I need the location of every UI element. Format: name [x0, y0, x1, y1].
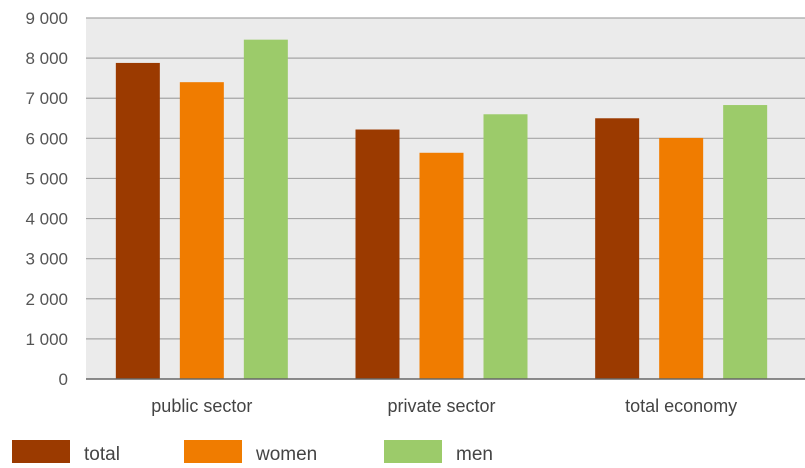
y-axis-ticks: 0 1 000 2 000 3 000 4 000 5 000 6 000 7 000 8 00…	[25, 9, 68, 389]
x-category-label: total economy	[625, 396, 737, 416]
bar-total-private-sector	[355, 129, 400, 379]
bar-total-total-economy	[595, 118, 640, 380]
y-tick-label: 6 000	[25, 129, 68, 148]
bar-women-public-sector	[179, 82, 224, 379]
y-tick-label: 1 000	[25, 330, 68, 349]
legend-swatch-total	[12, 440, 70, 463]
legend-label-women: women	[255, 444, 317, 463]
legend-swatch-women	[184, 440, 242, 463]
x-category-label: private sector	[387, 396, 495, 416]
y-tick-label: 3 000	[25, 250, 68, 269]
y-tick-label: 5 000	[25, 169, 68, 188]
bar-women-private-sector	[419, 152, 464, 379]
legend-label-men: men	[456, 444, 493, 463]
x-axis-labels: public sector private sector total economy	[151, 396, 737, 416]
y-tick-label: 2 000	[25, 290, 68, 309]
y-tick-label: 9 000	[25, 9, 68, 28]
y-tick-label: 7 000	[25, 89, 68, 108]
bar-women-total-economy	[659, 137, 704, 379]
y-tick-label: 0	[59, 370, 68, 389]
y-tick-label: 4 000	[25, 210, 68, 229]
legend-swatch-men	[384, 440, 442, 463]
bar-men-private-sector	[483, 114, 528, 380]
bars	[115, 39, 768, 380]
x-category-label: public sector	[151, 396, 252, 416]
legend-label-total: total	[84, 444, 120, 463]
bar-men-total-economy	[723, 105, 768, 380]
y-tick-label: 8 000	[25, 49, 68, 68]
legend: total women men	[12, 440, 493, 465]
bar-men-public-sector	[243, 39, 288, 379]
bar-total-public-sector	[115, 62, 160, 380]
